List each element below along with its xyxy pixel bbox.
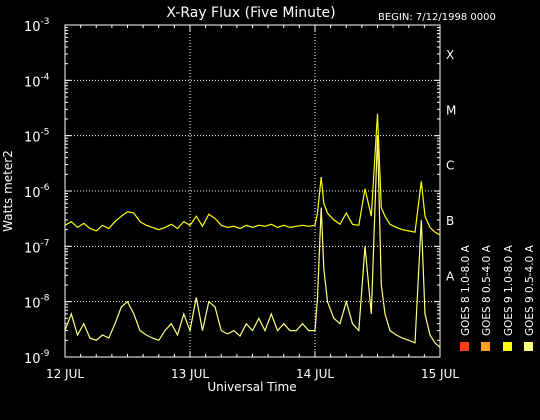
flare-class-label: A [446, 269, 455, 283]
x-tick-label: 14 JUL [296, 367, 334, 381]
y-tick-label: 10-8 [24, 294, 50, 312]
x-tick-label: 13 JUL [171, 367, 209, 381]
y-tick-label: 10-6 [24, 183, 50, 201]
y-tick-exponent: -9 [41, 349, 50, 359]
y-tick-exponent: -3 [41, 17, 50, 27]
series-line [65, 135, 440, 348]
y-tick-exponent: -7 [41, 238, 50, 248]
y-tick-label: 10-3 [24, 17, 50, 35]
legend-swatch [481, 342, 490, 351]
y-tick-exponent: -5 [41, 128, 50, 138]
y-tick-mantissa: 10 [24, 75, 41, 90]
y-tick-label: 10-5 [24, 128, 50, 146]
legend-label: GOES 8 0.5-4.0 A [481, 244, 493, 336]
grid-lines [65, 25, 440, 357]
flare-class-label: B [446, 214, 454, 228]
series-line [65, 113, 440, 236]
y-tick-mantissa: 10 [24, 352, 41, 367]
y-tick-exponent: -4 [41, 72, 50, 82]
y-tick-mantissa: 10 [24, 131, 41, 146]
chart-title: X-Ray Flux (Five Minute) [166, 5, 335, 21]
legend-swatch [460, 342, 469, 351]
legend-swatch [524, 342, 533, 351]
legend-label: GOES 9 1.0-8.0 A [503, 244, 515, 336]
plot-area [65, 113, 440, 348]
y-tick-label: 10-9 [24, 349, 50, 367]
series-group [65, 113, 440, 348]
y-tick-mantissa: 10 [24, 20, 41, 35]
flare-class-label: C [446, 159, 454, 173]
legend: GOES 8 1.0-8.0 A GOES 8 0.5-4.0 A GOES 9 1… [460, 244, 536, 351]
y-tick-mantissa: 10 [24, 241, 41, 256]
legend-label: GOES 8 1.0-8.0 A [460, 244, 472, 336]
y-axis-label: Watts meter2 [1, 150, 15, 232]
y-tick-label: 10-7 [24, 238, 50, 256]
y-tick-exponent: -6 [41, 183, 50, 193]
x-axis-label: Universal Time [207, 380, 296, 394]
begin-label: BEGIN: 7/12/1998 0000 [378, 12, 496, 23]
x-tick-label: 12 JUL [46, 367, 84, 381]
x-tick-label: 15 JUL [421, 367, 459, 381]
y-tick-label: 10-4 [24, 72, 50, 90]
flare-class-label: X [446, 48, 454, 62]
y-tick-exponent: -8 [41, 294, 50, 304]
y-tick-mantissa: 10 [24, 297, 41, 312]
x-axis-ticks: 12 JUL 13 JUL 14 JUL 15 JUL [46, 25, 459, 381]
flare-class-label: M [446, 103, 456, 117]
y-tick-mantissa: 10 [24, 186, 41, 201]
flare-class-labels: A B C M X [446, 48, 456, 283]
legend-swatch [503, 342, 512, 351]
y-axis-ticks: 10-910-810-710-610-510-410-3 [24, 17, 440, 367]
legend-label: GOES 9 0.5-4.0 A [524, 244, 536, 336]
